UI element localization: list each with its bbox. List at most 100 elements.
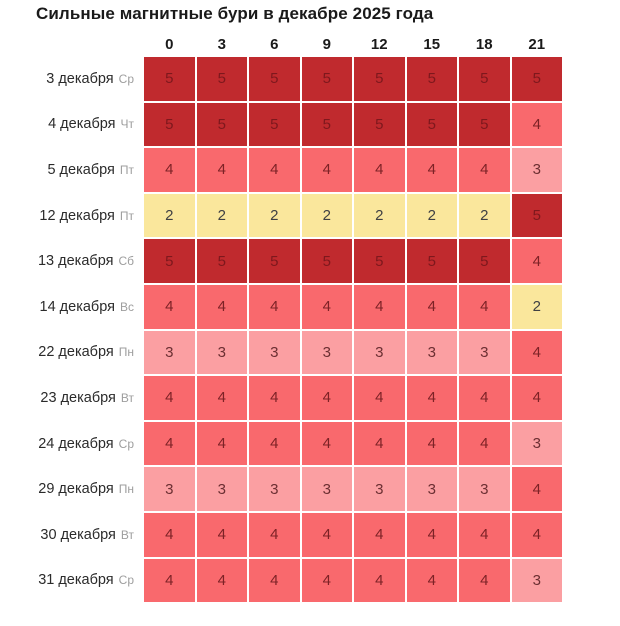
heatmap-cell: 4 [459, 558, 510, 603]
heatmap-cell: 5 [459, 102, 510, 147]
heatmap-cell: 4 [511, 239, 562, 283]
heatmap-cell: 4 [459, 376, 510, 420]
heatmap-cell: 5 [406, 57, 457, 101]
heatmap-cell: 4 [196, 512, 247, 557]
heatmap-cell: 4 [354, 148, 405, 192]
row-date: 12 декабря [39, 207, 115, 224]
heatmap-cell: 5 [301, 57, 352, 101]
heatmap-cell: 4 [144, 558, 195, 603]
row-label: 23 декабря Вт [0, 376, 142, 420]
row-day: Пт [119, 162, 134, 177]
heatmap-cell: 5 [301, 102, 352, 147]
heatmap-cell: 2 [406, 193, 457, 238]
row-date: 5 декабря [47, 161, 115, 178]
heatmap-cell: 4 [249, 421, 300, 466]
heatmap-cell: 4 [511, 330, 562, 375]
heatmap-cell: 4 [144, 284, 195, 329]
heatmap-cell: 3 [459, 330, 510, 375]
heatmap-cell: 5 [301, 239, 352, 283]
heatmap-cell: 4 [459, 512, 510, 557]
row-label: 31 декабря Ср [0, 559, 142, 603]
heatmap-cell: 5 [249, 57, 300, 101]
heatmap-cell: 4 [511, 376, 562, 420]
heatmap-cell: 5 [144, 57, 195, 101]
column-header-9: 9 [322, 35, 331, 53]
heatmap-cell: 5 [249, 102, 300, 147]
heatmap-cell: 4 [301, 376, 352, 420]
row-date: 3 декабря [46, 70, 114, 87]
heatmap-cell: 3 [144, 467, 195, 511]
heatmap-cell: 2 [144, 193, 195, 238]
heatmap-cell: 4 [196, 148, 247, 192]
heatmap-cell: 5 [354, 239, 405, 283]
heatmap-cell: 4 [406, 376, 457, 420]
row-label: 13 декабря Сб [0, 239, 142, 283]
heatmap-cell: 4 [459, 148, 510, 192]
heatmap-cell: 4 [249, 376, 300, 420]
heatmap-cell: 4 [196, 421, 247, 466]
heatmap-cell: 4 [144, 421, 195, 466]
row-day: Сб [118, 254, 134, 269]
heatmap-cell: 5 [144, 102, 195, 147]
row-day: Пт [119, 208, 134, 223]
row-label: 22 декабря Пн [0, 331, 142, 375]
heatmap-cell: 2 [511, 284, 562, 329]
heatmap-cell: 5 [406, 102, 457, 147]
heatmap-cell: 4 [459, 284, 510, 329]
heatmap-cell: 3 [354, 330, 405, 375]
heatmap-cell: 2 [354, 193, 405, 238]
row-date: 30 декабря [40, 526, 116, 543]
row-day: Ср [118, 573, 134, 588]
row-day: Пн [118, 345, 134, 360]
column-header-3: 3 [217, 35, 226, 53]
heatmap-cell: 5 [144, 239, 195, 283]
heatmap-cell: 5 [196, 239, 247, 283]
row-label: 30 декабря Вт [0, 513, 142, 557]
heatmap-cell: 4 [354, 512, 405, 557]
row-date: 14 декабря [39, 298, 115, 315]
grid-corner [0, 33, 142, 55]
column-header-18: 18 [475, 35, 493, 53]
heatmap-cell: 5 [196, 57, 247, 101]
heatmap-cell: 4 [406, 558, 457, 603]
row-day: Ср [118, 436, 134, 451]
heatmap-cell: 2 [249, 193, 300, 238]
heatmap-cell: 4 [459, 421, 510, 466]
row-label: 14 декабря Вс [0, 285, 142, 329]
heatmap-cell: 4 [249, 284, 300, 329]
heatmap-cell: 3 [459, 467, 510, 511]
row-label: 5 декабря Пт [0, 148, 142, 192]
row-day: Чт [120, 117, 135, 132]
page-title: Сильные магнитные бури в декабре 2025 го… [36, 4, 434, 23]
heatmap-cell: 4 [196, 376, 247, 420]
heatmap-cell: 4 [144, 148, 195, 192]
row-date: 13 декабря [37, 253, 114, 270]
heatmap-cell: 4 [406, 512, 457, 557]
heatmap-cell: 4 [354, 284, 405, 329]
column-header-0: 0 [165, 35, 174, 53]
heatmap-cell: 3 [511, 558, 562, 603]
row-label: 3 декабря Ср [0, 57, 142, 101]
heatmap-cell: 5 [354, 102, 405, 147]
heatmap-cell: 4 [354, 421, 405, 466]
heatmap-cell: 4 [196, 558, 247, 603]
row-date: 22 декабря [38, 344, 114, 361]
heatmap-cell: 3 [144, 330, 195, 375]
heatmap-cell: 4 [511, 512, 562, 557]
heatmap-cell: 3 [354, 467, 405, 511]
row-date: 4 декабря [48, 116, 116, 133]
row-label: 24 декабря Ср [0, 422, 142, 466]
heatmap-cell: 4 [196, 284, 247, 329]
row-date: 31 декабря [38, 572, 114, 589]
heatmap-cell: 4 [301, 512, 352, 557]
heatmap-cell: 5 [196, 102, 247, 147]
heatmap-cell: 4 [354, 558, 405, 603]
row-label: 12 декабря Пт [0, 194, 142, 238]
heatmap-cell: 4 [406, 421, 457, 466]
heatmap-cell: 3 [511, 421, 562, 466]
heatmap-cell: 5 [459, 57, 510, 101]
heatmap-cell: 3 [249, 330, 300, 375]
row-day: Вт [120, 527, 134, 542]
heatmap-cell: 5 [354, 57, 405, 101]
